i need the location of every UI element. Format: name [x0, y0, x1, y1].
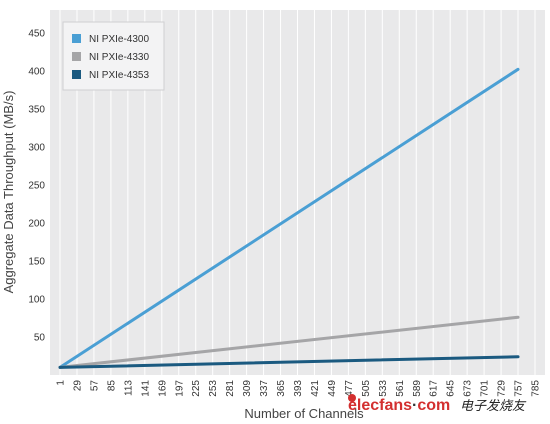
legend: NI PXIe-4300 NI PXIe-4330 NI PXIe-4353 — [62, 21, 165, 91]
y-tick-labels: 50 100 150 200 250 300 350 400 450 — [28, 28, 45, 343]
legend-swatch-4353 — [72, 70, 81, 79]
y-tick-label-5: 300 — [28, 142, 45, 153]
x-tick-label-28: 785 — [531, 380, 542, 397]
x-tick-label-7: 197 — [174, 380, 185, 397]
x-axis-label: Number of Channels — [244, 406, 364, 421]
x-tick-label-2: 57 — [89, 380, 100, 392]
y-tick-label-6: 350 — [28, 104, 45, 115]
legend-label-4330: NI PXIe-4330 — [89, 52, 149, 63]
y-tick-label-0: 50 — [34, 332, 46, 343]
x-tick-label-5: 141 — [140, 380, 151, 397]
x-tick-label-6: 169 — [157, 380, 168, 397]
watermark-logo-mark — [348, 394, 356, 402]
x-tick-label-25: 701 — [480, 380, 491, 397]
x-tick-label-12: 337 — [259, 380, 270, 397]
y-tick-label-1: 100 — [28, 294, 45, 305]
x-tick-label-1: 29 — [72, 380, 83, 392]
watermark: elecfans·com 电子发烧友 — [348, 394, 527, 414]
x-tick-label-0: 1 — [56, 380, 67, 386]
watermark-brand: elecfans — [348, 397, 412, 414]
svg-text:elecfans·com: elecfans·com — [348, 397, 450, 414]
legend-swatch-4300 — [72, 34, 81, 43]
x-tick-label-14: 393 — [293, 380, 304, 397]
series-line-1 — [58, 315, 520, 369]
x-tick-label-19: 533 — [378, 380, 389, 397]
y-tick-label-7: 400 — [28, 66, 45, 77]
y-axis-label: Aggregate Data Throughput (MB/s) — [1, 91, 16, 294]
legend-label-4300: NI PXIe-4300 — [89, 34, 149, 45]
y-tick-label-8: 450 — [28, 28, 45, 39]
x-tick-label-18: 505 — [361, 380, 372, 397]
x-tick-label-3: 85 — [106, 380, 117, 392]
x-tick-label-13: 365 — [276, 380, 287, 397]
watermark-domain: com — [417, 397, 450, 414]
x-tick-label-27: 757 — [514, 380, 525, 397]
legend-swatch-4330 — [72, 52, 81, 61]
x-tick-label-8: 225 — [191, 380, 202, 397]
x-tick-label-21: 589 — [412, 380, 423, 397]
x-tick-label-16: 449 — [327, 380, 338, 397]
series-lines — [58, 67, 520, 369]
watermark-dot: · — [412, 397, 417, 414]
series-line-0 — [58, 67, 520, 369]
x-tick-label-10: 281 — [225, 380, 236, 397]
x-tick-label-15: 421 — [310, 380, 321, 397]
x-tick-label-4: 113 — [123, 380, 134, 396]
x-tick-labels: 1 29 57 85 113 141 169 197 225 253 281 309 337 365 393… — [56, 380, 542, 397]
x-tick-label-17: 477 — [344, 380, 355, 397]
x-tick-label-9: 253 — [208, 380, 219, 397]
watermark-chinese: 电子发烧友 — [460, 399, 527, 414]
y-tick-label-2: 150 — [28, 256, 45, 267]
y-tick-label-3: 200 — [28, 218, 45, 229]
legend-label-4353: NI PXIe-4353 — [89, 70, 149, 81]
x-tick-label-24: 673 — [463, 380, 474, 397]
x-tick-label-22: 617 — [429, 380, 440, 397]
x-tick-label-23: 645 — [446, 380, 457, 397]
x-tick-label-11: 309 — [242, 380, 253, 397]
x-tick-label-20: 561 — [395, 380, 406, 397]
y-tick-label-4: 250 — [28, 180, 45, 191]
series-line-2 — [58, 355, 520, 369]
x-tick-label-26: 729 — [497, 380, 508, 397]
